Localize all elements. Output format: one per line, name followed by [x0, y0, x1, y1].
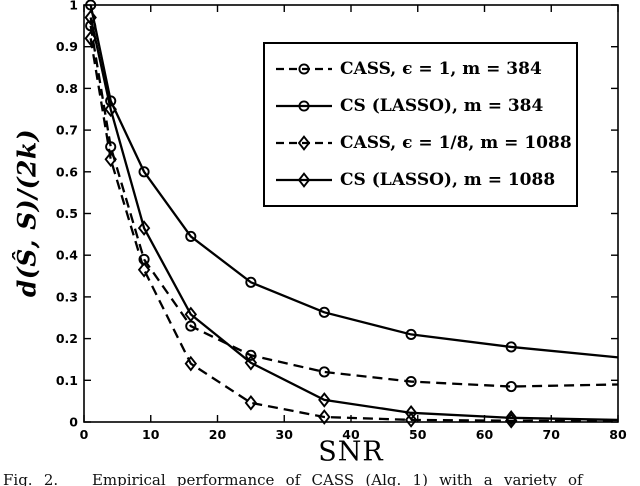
marker-circle	[318, 306, 330, 318]
legend-line-sample	[276, 135, 332, 151]
legend-line-sample	[276, 172, 332, 188]
legend-line-sample	[276, 100, 332, 112]
x-axis-label: SNR	[318, 436, 384, 468]
marker-diamond	[84, 9, 97, 26]
legend-item-cass-e18-m1088: CASS, ϵ = 1/8, m = 1088	[273, 131, 576, 155]
marker-diamond	[297, 172, 311, 188]
marker-diamond	[297, 135, 311, 151]
series-line	[89, 4, 619, 359]
y-tick-label: 1	[69, 0, 78, 13]
y-tick-label: 0.6	[56, 164, 78, 179]
marker-diamond	[404, 404, 418, 421]
y-tick-label: 0.2	[56, 331, 78, 346]
markers-cs-lasso-m384	[85, 0, 517, 353]
series-cs-lasso-m384	[89, 4, 619, 359]
y-axis-label: d(Ŝ, S)/(2k)	[12, 128, 42, 298]
marker-diamond	[404, 412, 418, 428]
marker-diamond	[137, 261, 151, 278]
marker-diamond	[84, 30, 97, 47]
marker-diamond	[244, 394, 258, 411]
marker-diamond	[184, 355, 198, 372]
marker-circle	[245, 276, 257, 288]
marker-diamond	[244, 354, 258, 371]
x-tick-label: 40	[342, 427, 360, 442]
marker-diamond	[184, 306, 198, 323]
x-tick-label: 20	[209, 427, 227, 442]
marker-circle	[505, 341, 517, 353]
marker-circle	[105, 141, 117, 153]
y-tick-label: 0.1	[56, 373, 78, 388]
legend-label: CS (LASSO), m = 384	[340, 96, 544, 116]
marker-circle	[505, 381, 517, 393]
y-tick-label: 0.3	[56, 289, 78, 304]
y-tick-label: 0.9	[56, 39, 78, 54]
legend-item-cs-lasso-m384: CS (LASSO), m = 384	[273, 94, 576, 118]
markers-cs-lasso-m1088	[84, 9, 518, 426]
marker-circle	[405, 376, 417, 388]
y-tick-label: 0.7	[56, 123, 78, 138]
x-tick-label: 10	[142, 427, 160, 442]
marker-circle	[298, 63, 310, 75]
y-tick-label: 0.8	[56, 81, 78, 96]
marker-diamond	[318, 409, 331, 425]
x-tick-label: 60	[476, 427, 494, 442]
x-tick-label: 0	[80, 427, 89, 442]
marker-circle	[245, 349, 257, 361]
plot-canvas: 0 10 20 30 40 50 60 70 8000.10.20.30.40.50.60.70…	[56, 0, 627, 442]
legend: CASS, ϵ = 1, m = 384 CS (LASSO), m = 384 C…	[263, 42, 578, 207]
series-line	[89, 17, 619, 422]
legend-label: CS (LASSO), m = 1088	[340, 170, 556, 190]
x-tick-label: 70	[543, 427, 561, 442]
marker-circle	[405, 328, 417, 340]
x-tick-label: 80	[609, 427, 627, 442]
marker-diamond	[104, 151, 117, 168]
x-tick-label: 30	[276, 427, 294, 442]
y-tick-label: 0.5	[56, 206, 78, 221]
series-cass-e18-m1088	[89, 38, 619, 423]
marker-circle	[185, 230, 197, 242]
marker-diamond	[504, 410, 518, 426]
legend-item-cass-e1-m384: CASS, ϵ = 1, m = 384	[273, 57, 576, 81]
legend-label: CASS, ϵ = 1, m = 384	[340, 59, 542, 79]
legend-label: CASS, ϵ = 1/8, m = 1088	[340, 133, 572, 153]
x-tick-label: 50	[409, 427, 427, 442]
marker-diamond	[104, 101, 117, 118]
marker-diamond	[318, 392, 331, 408]
y-tick-label: 0.4	[56, 248, 78, 263]
marker-circle	[85, 20, 97, 32]
marker-circle	[138, 166, 150, 178]
marker-diamond	[137, 220, 151, 236]
marker-circle	[105, 95, 117, 107]
series-cs-lasso-m1088	[89, 17, 619, 422]
series-line	[89, 38, 619, 423]
legend-item-cs-lasso-m1088: CS (LASSO), m = 1088	[273, 168, 576, 192]
marker-circle	[298, 100, 310, 112]
y-ticks: 0 0.1 0.2 0.3 0.4 0.5 0.6 0.7 0.8 0.9 1	[56, 0, 618, 430]
marker-circle	[318, 366, 330, 378]
marker-circle	[85, 0, 97, 11]
figure-caption: Fig. 2. Empirical performance of CASS (A…	[3, 471, 583, 486]
y-tick-label: 0	[69, 415, 78, 430]
legend-line-sample	[276, 63, 332, 75]
